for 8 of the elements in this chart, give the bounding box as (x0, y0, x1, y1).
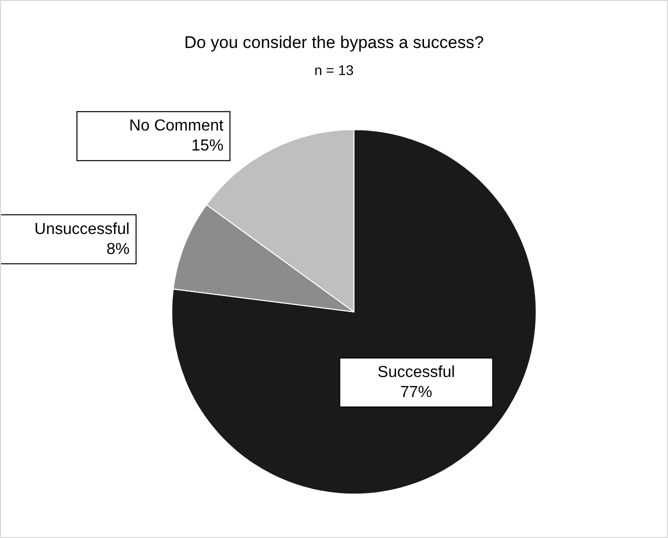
slice-label: No Comment (129, 118, 224, 135)
slice-label: Unsuccessful (34, 220, 130, 238)
data-label: 8% (106, 240, 130, 258)
chart-subtitle: n = 13 (314, 62, 354, 78)
slice-label: Successful (378, 364, 455, 381)
data-label: 77% (400, 384, 432, 401)
chart-title: Do you consider the bypass a success? (184, 33, 484, 52)
data-label: 15% (191, 138, 224, 155)
